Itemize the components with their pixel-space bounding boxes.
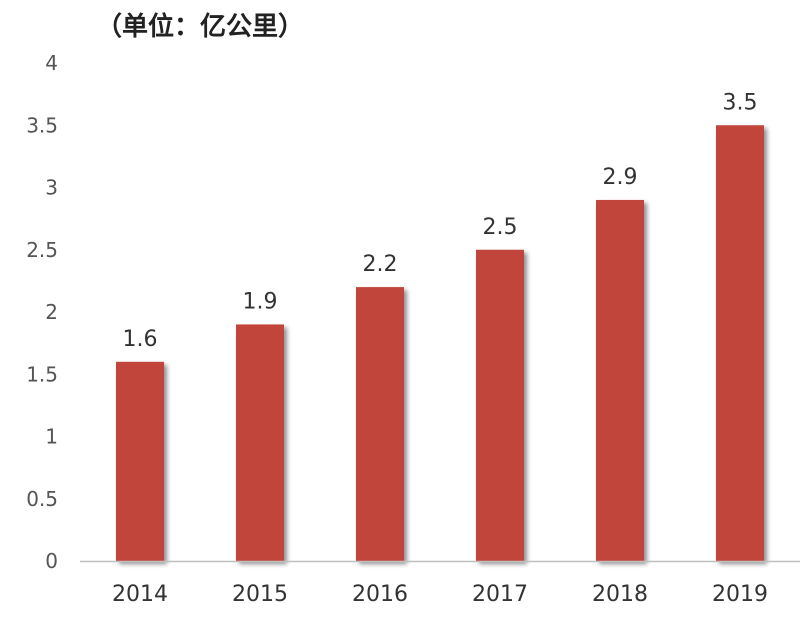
data-label: 2.9 (603, 165, 638, 190)
y-tick-label: 0.5 (26, 487, 58, 511)
data-label: 1.9 (243, 289, 278, 314)
x-tick-label: 2015 (232, 582, 288, 607)
y-tick-label: 3 (45, 176, 58, 200)
bar (116, 361, 164, 561)
x-axis: 2014 2015 2016 2017 2018 2019 (112, 582, 768, 607)
y-tick-label: 2.5 (26, 238, 58, 262)
data-label: 2.5 (483, 215, 518, 240)
x-tick-label: 2018 (592, 582, 648, 607)
data-label: 1.6 (123, 327, 158, 352)
y-tick-label: 3.5 (26, 113, 58, 137)
x-tick-label: 2017 (472, 582, 528, 607)
y-tick-label: 2 (45, 300, 58, 324)
data-label: 3.5 (723, 90, 758, 115)
bar (236, 324, 284, 561)
bar (356, 287, 404, 561)
y-tick-label: 1.5 (26, 362, 58, 386)
bars (116, 125, 764, 561)
x-tick-label: 2014 (112, 582, 168, 607)
data-label: 2.2 (363, 252, 398, 277)
bar (716, 125, 764, 561)
x-tick-label: 2016 (352, 582, 408, 607)
data-labels: 1.6 1.9 2.2 2.5 2.9 3.5 (123, 90, 758, 352)
bar (476, 249, 524, 561)
y-axis: 0 0.5 1 1.5 2 2.5 3 3.5 4 (26, 51, 58, 573)
y-tick-label: 0 (45, 549, 58, 573)
y-tick-label: 4 (45, 51, 58, 75)
y-tick-label: 1 (45, 425, 58, 449)
unit-label: （单位：亿公里） (96, 12, 305, 42)
bar (596, 199, 644, 561)
x-tick-label: 2019 (712, 582, 768, 607)
